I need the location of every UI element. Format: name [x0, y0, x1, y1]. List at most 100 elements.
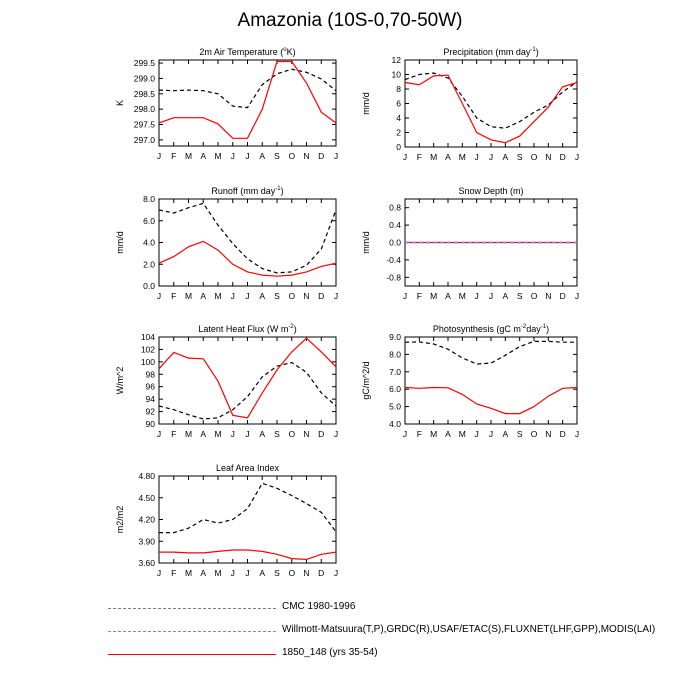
- x-tick-label: J: [245, 568, 249, 578]
- y-tick-label: 0.0: [389, 238, 401, 248]
- x-tick-label: M: [185, 151, 192, 161]
- y-axis-label: gC/m^2/d: [361, 361, 371, 399]
- x-tick-label: J: [489, 291, 493, 301]
- chart-title: Leaf Area Index: [216, 463, 280, 473]
- x-tick-label: A: [259, 291, 265, 301]
- title-text: K): [287, 47, 296, 57]
- x-tick-label: J: [575, 152, 579, 162]
- title-superscript: -1: [541, 324, 547, 330]
- x-tick-label: J: [157, 151, 161, 161]
- y-tick-label: 4.0: [389, 419, 401, 429]
- chart-2m-air-temperature: 2m Air Temperature (oK) K 297.0 297.5 298.0 2…: [115, 47, 338, 161]
- title-text: 2m Air Temperature (: [199, 47, 283, 57]
- y-tick-label: 100: [141, 357, 155, 367]
- x-tick-label: M: [185, 568, 192, 578]
- title-text: Leaf Area Index: [216, 463, 280, 473]
- x-tick-label: J: [157, 429, 161, 439]
- plot-frame: [404, 336, 578, 425]
- obs-series-line: [158, 68, 337, 109]
- y-tick-label: 9.0: [389, 332, 401, 342]
- chart-snow-depth-m: Snow Depth (m)mm/d-0.8-0.40.00.40.8J F M A M…: [361, 186, 579, 301]
- x-tick-label: D: [318, 291, 324, 301]
- chart-title: Snow Depth (m): [458, 186, 523, 196]
- x-tick-label: O: [288, 151, 295, 161]
- x-tick-label: S: [517, 429, 523, 439]
- x-tick-label: O: [531, 429, 538, 439]
- y-tick-label: 6.0: [389, 384, 401, 394]
- chart-latent-heat-flux-w-m: Latent Heat Flux (W m-2) W/m^2 90 92 94 96 98 1…: [115, 324, 338, 439]
- title-superscript: -1: [275, 186, 281, 192]
- y-tick-label: 297.0: [134, 135, 156, 145]
- x-tick-label: S: [274, 429, 280, 439]
- y-tick-label: 2: [396, 128, 401, 138]
- title-superscript: -1: [530, 47, 536, 53]
- x-tick-label: M: [214, 151, 221, 161]
- title-text: day: [526, 324, 541, 334]
- x-tick-label: F: [171, 568, 176, 578]
- chart-runoff-mm-day: Runoff (mm day-1)mm/d0.02.04.06.08.0J F M A…: [115, 186, 338, 301]
- x-tick-label: J: [489, 152, 493, 162]
- chart-title: Latent Heat Flux (W m-2): [198, 324, 296, 334]
- x-tick-label: A: [259, 429, 265, 439]
- x-tick-label: F: [417, 152, 422, 162]
- model-series-line: [404, 74, 578, 144]
- y-tick-label: 3.60: [138, 558, 155, 568]
- y-tick-label: 2.0: [143, 259, 155, 269]
- x-tick-label: D: [318, 429, 324, 439]
- plot-frame: [158, 59, 337, 147]
- x-tick-label: D: [560, 291, 566, 301]
- x-tick-label: O: [531, 291, 538, 301]
- x-tick-label: A: [259, 568, 265, 578]
- x-tick-label: N: [303, 151, 309, 161]
- x-tick-label: J: [245, 151, 249, 161]
- legend-label-cmc: CMC 1980-1996: [282, 601, 356, 612]
- y-tick-label: 299.0: [134, 73, 156, 83]
- y-tick-label: 8: [396, 84, 401, 94]
- x-tick-label: J: [231, 568, 235, 578]
- y-axis-label: K: [115, 100, 125, 106]
- x-tick-label: O: [288, 291, 295, 301]
- x-tick-label: A: [200, 151, 206, 161]
- model-series-line: [158, 337, 337, 419]
- page-title: Amazonia (10S-0,70-50W): [237, 10, 463, 31]
- title-text: ): [281, 186, 284, 196]
- x-tick-label: N: [545, 291, 551, 301]
- y-tick-label: 98: [146, 369, 156, 379]
- chart-title: 2m Air Temperature (oK): [199, 47, 295, 57]
- x-tick-label: J: [475, 152, 479, 162]
- y-axis-label: mm/d: [361, 92, 371, 115]
- x-tick-label: A: [445, 152, 451, 162]
- x-tick-label: N: [545, 429, 551, 439]
- chart-photosynthesis-gc-m: Photosynthesis (gC m-2day-1) gC/m^2/d 4.0 5…: [361, 324, 579, 439]
- x-tick-label: J: [334, 291, 338, 301]
- title-text: Latent Heat Flux (W m: [198, 324, 288, 334]
- x-tick-label: M: [430, 429, 437, 439]
- x-tick-label: D: [318, 151, 324, 161]
- x-tick-label: J: [475, 291, 479, 301]
- x-tick-label: F: [171, 429, 176, 439]
- title-text: Runoff (mm day: [211, 186, 275, 196]
- obs-series-line: [158, 202, 337, 274]
- y-tick-label: 8.0: [143, 194, 155, 204]
- x-tick-label: J: [403, 429, 407, 439]
- x-tick-label: A: [445, 429, 451, 439]
- x-tick-label: M: [459, 291, 466, 301]
- chart-title: Precipitation (mm day-1): [443, 47, 538, 57]
- x-tick-label: O: [288, 568, 295, 578]
- y-axis-label: mm/d: [361, 231, 371, 254]
- y-tick-label: 92: [146, 407, 156, 417]
- x-tick-label: M: [430, 152, 437, 162]
- x-tick-label: M: [459, 429, 466, 439]
- y-axis-label: W/m^2: [115, 367, 125, 395]
- title-text: ): [536, 47, 539, 57]
- y-tick-label: 90: [146, 419, 156, 429]
- y-axis-label: m2/m2: [115, 506, 125, 534]
- y-tick-label: 4.20: [138, 515, 155, 525]
- y-tick-label: 299.5: [134, 58, 156, 68]
- title-superscript: o: [283, 47, 287, 53]
- x-tick-label: J: [489, 429, 493, 439]
- x-tick-label: J: [334, 151, 338, 161]
- y-tick-label: 297.5: [134, 120, 156, 130]
- x-tick-label: N: [303, 291, 309, 301]
